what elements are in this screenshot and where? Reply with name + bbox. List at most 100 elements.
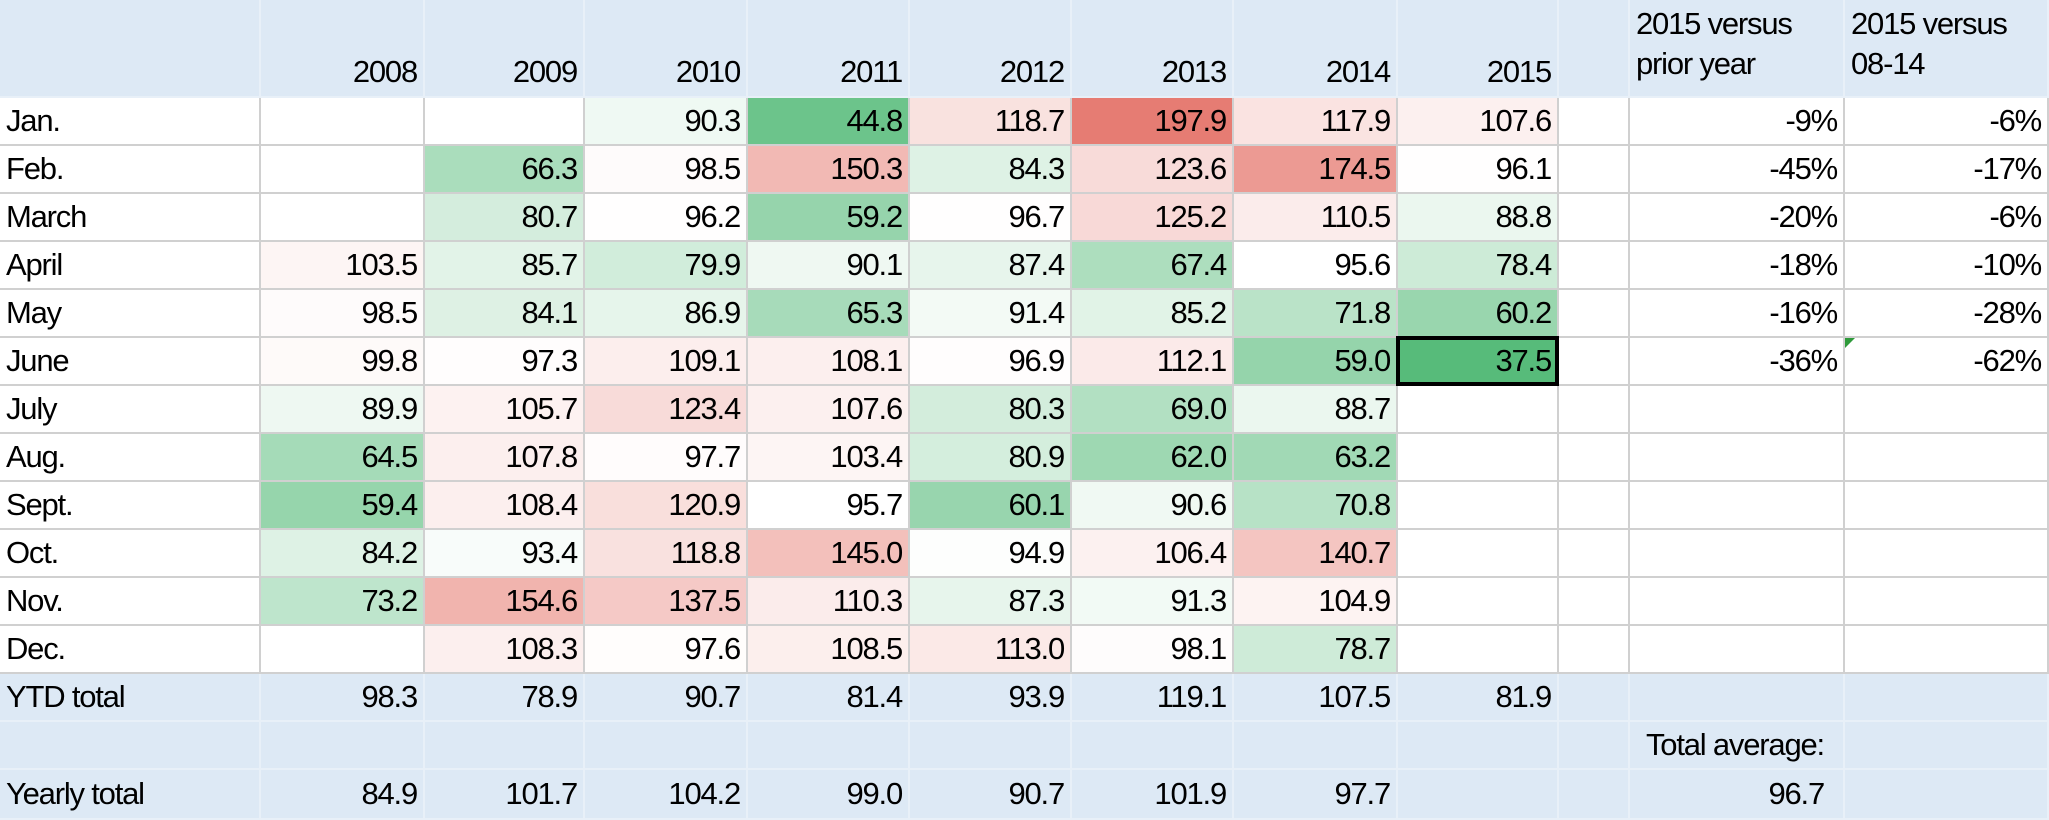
column-header: 2013 [1072,0,1234,98]
value-cell: 104.9 [1234,578,1398,626]
total-average-label: Total average: [1630,722,1845,770]
value-cell: 80.3 [910,386,1072,434]
spacer-cell [1559,290,1630,338]
value-cell: 96.7 [910,194,1072,242]
row-label: Oct. [0,530,261,578]
value-cell: 197.9 [1072,98,1234,146]
column-header: 2010 [585,0,748,98]
compare-cell: -62% [1845,338,2049,386]
compare-cell: -36% [1630,338,1845,386]
compare-cell: -6% [1845,194,2049,242]
value-cell: 79.9 [585,242,748,290]
column-header: 2008 [261,0,425,98]
value-cell [1398,482,1559,530]
compare-cell: -16% [1630,290,1845,338]
value-cell: 90.6 [1072,482,1234,530]
value-cell: 96.1 [1398,146,1559,194]
value-cell: 94.9 [910,530,1072,578]
value-cell: 91.4 [910,290,1072,338]
ytd-label: YTD total [0,674,261,722]
spacer-cell [1559,338,1630,386]
row-label: May [0,290,261,338]
yearly-value [1398,770,1559,820]
comment-indicator [1845,338,1855,348]
ytd-value: 78.9 [425,674,585,722]
value-cell: 63.2 [1234,434,1398,482]
spacer-cell [1559,386,1630,434]
value-cell: 90.3 [585,98,748,146]
value-cell: 66.3 [425,146,585,194]
compare-header: 2015 versus prior year [1630,0,1845,98]
value-cell: 112.1 [1072,338,1234,386]
value-cell: 106.4 [1072,530,1234,578]
value-cell: 103.4 [748,434,910,482]
value-cell: 59.4 [261,482,425,530]
value-cell: 145.0 [748,530,910,578]
value-cell [425,98,585,146]
value-cell: 93.4 [425,530,585,578]
compare-cell [1845,482,2049,530]
value-cell [261,194,425,242]
ytd-value: 81.9 [1398,674,1559,722]
row-label: March [0,194,261,242]
value-cell: 123.4 [585,386,748,434]
ytd-value: 90.7 [585,674,748,722]
compare-cell [1630,434,1845,482]
yearly-value: 97.7 [1234,770,1398,820]
value-cell: 174.5 [1234,146,1398,194]
value-cell: 108.4 [425,482,585,530]
compare-cell [1845,386,2049,434]
value-cell: 84.2 [261,530,425,578]
value-cell: 140.7 [1234,530,1398,578]
spacer-cell [1559,194,1630,242]
value-cell: 60.1 [910,482,1072,530]
compare-cell [1845,530,2049,578]
spacer-cell [1559,434,1630,482]
blank-cell [1072,722,1234,770]
value-cell [261,626,425,674]
column-header: 2009 [425,0,585,98]
value-cell: 96.9 [910,338,1072,386]
value-cell: 90.1 [748,242,910,290]
value-cell: 109.1 [585,338,748,386]
value-cell: 59.0 [1234,338,1398,386]
value-cell: 98.1 [1072,626,1234,674]
compare-cell: -45% [1630,146,1845,194]
compare-header: 2015 versus 08-14 [1845,0,2049,98]
value-cell: 118.8 [585,530,748,578]
blank-cell [585,722,748,770]
compare-cell: -20% [1630,194,1845,242]
row-label: Feb. [0,146,261,194]
row-label: Nov. [0,578,261,626]
compare-cell [1845,434,2049,482]
compare-cell: -17% [1845,146,2049,194]
value-cell: 59.2 [748,194,910,242]
yearly-value: 104.2 [585,770,748,820]
value-cell: 73.2 [261,578,425,626]
value-cell: 117.9 [1234,98,1398,146]
value-cell: 70.8 [1234,482,1398,530]
spacer-cell [1559,482,1630,530]
value-cell [261,146,425,194]
column-header: 2014 [1234,0,1398,98]
value-cell: 65.3 [748,290,910,338]
column-header: 2015 [1398,0,1559,98]
header-spacer [1559,0,1630,98]
value-cell [1398,434,1559,482]
value-cell: 44.8 [748,98,910,146]
ytd-value: 107.5 [1234,674,1398,722]
value-cell: 88.8 [1398,194,1559,242]
compare-cell [1630,530,1845,578]
spacer-cell [1559,146,1630,194]
ytd-value: 93.9 [910,674,1072,722]
value-cell: 107.8 [425,434,585,482]
value-cell: 137.5 [585,578,748,626]
row-label: Jan. [0,98,261,146]
corner-cell [0,0,261,98]
compare-cell: -9% [1630,98,1845,146]
row-label: Sept. [0,482,261,530]
value-cell: 150.3 [748,146,910,194]
selected-cell-border [1396,336,1559,386]
value-cell: 69.0 [1072,386,1234,434]
